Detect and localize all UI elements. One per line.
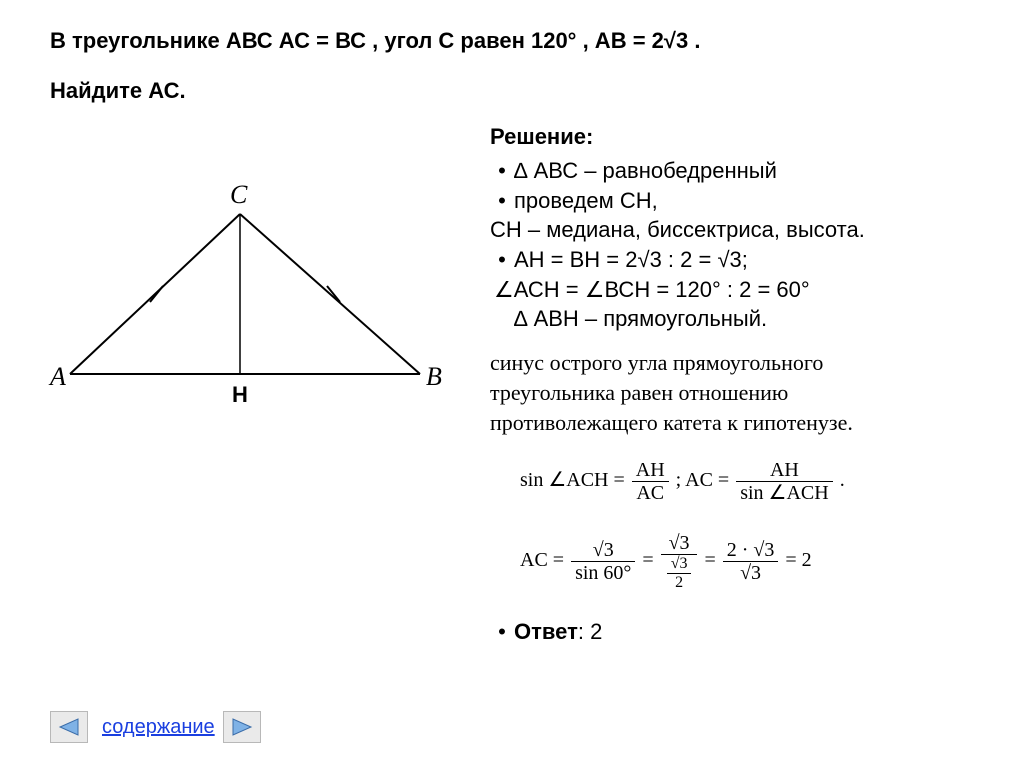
answer-label: Ответ bbox=[514, 619, 578, 644]
solution-line-ch: СН – медиана, биссектриса, высота. bbox=[490, 215, 974, 245]
formula2-eq2: = bbox=[704, 549, 715, 571]
solution-line-2: •проведем СН, bbox=[490, 186, 974, 216]
f2f3-num: 2 · √3 bbox=[723, 539, 779, 562]
arrow-right-icon bbox=[231, 717, 253, 737]
vertex-c-label: C bbox=[230, 180, 247, 210]
theorem-line-1: синус острого угла прямоугольного bbox=[490, 348, 974, 378]
formula2-eq3: = 2 bbox=[785, 549, 811, 571]
nested-frac: √3 2 bbox=[667, 555, 692, 591]
f2f1-num: √3 bbox=[571, 539, 635, 562]
find-line: Найдите АС. bbox=[50, 78, 974, 104]
theorem-text: синус острого угла прямоугольного треуго… bbox=[490, 348, 974, 437]
content-row: A B C Н Решение: •∆ АВС – равнобедренный… bbox=[50, 124, 974, 645]
f2f2-num: √3 bbox=[661, 532, 698, 555]
solution-text-1: ∆ АВС – равнобедренный bbox=[514, 158, 777, 183]
theorem-line-2: треугольника равен отношению bbox=[490, 378, 974, 408]
f2f1-den: sin 60° bbox=[571, 562, 635, 584]
f2f3-den: √3 bbox=[723, 562, 779, 584]
vertex-a-label: A bbox=[50, 362, 66, 392]
figure-column: A B C Н bbox=[50, 124, 480, 434]
solution-line-ah: •АН = ВН = 2√3 : 2 = √3; bbox=[490, 245, 974, 275]
frac1-num: AH bbox=[632, 459, 669, 482]
problem-statement: В треугольнике АВС АС = ВС , угол С раве… bbox=[50, 28, 974, 54]
frac2-den: sin ∠ACH bbox=[736, 482, 833, 504]
nested-num: √3 bbox=[667, 555, 692, 574]
formula1-frac1: AH AC bbox=[632, 459, 669, 504]
solution-column: Решение: •∆ АВС – равнобедренный •провед… bbox=[480, 124, 974, 645]
formula-1: sin ∠ACH = AH AC ; AC = AH sin ∠ACH . bbox=[490, 459, 974, 504]
solution-line-angles: ∠АСН = ∠ВСН = 120° : 2 = 60° bbox=[490, 275, 974, 305]
formula1-mid: ; AC = bbox=[676, 469, 730, 491]
formula1-period: . bbox=[840, 469, 845, 491]
solution-line-abh: ∆ АВН – прямоугольный. bbox=[490, 304, 974, 334]
vertex-b-label: B bbox=[426, 362, 442, 392]
footer-nav: содержание bbox=[50, 711, 267, 743]
formula-2: AC = √3 sin 60° = √3 √3 2 = 2 · √3 √3 bbox=[490, 532, 974, 591]
answer-value: : 2 bbox=[578, 619, 602, 644]
f2f2-den: √3 2 bbox=[661, 555, 698, 591]
formula1-left: sin ∠ACH = bbox=[520, 469, 625, 491]
formula2-frac1: √3 sin 60° bbox=[571, 539, 635, 584]
point-h-label: Н bbox=[232, 382, 248, 408]
triangle-figure: A B C Н bbox=[50, 174, 450, 434]
next-button[interactable] bbox=[223, 711, 261, 743]
prev-button[interactable] bbox=[50, 711, 88, 743]
answer-line: •Ответ: 2 bbox=[490, 619, 974, 645]
solution-line-1: •∆ АВС – равнобедренный bbox=[490, 156, 974, 186]
solution-text-ah: АН = ВН = 2√3 : 2 = √3; bbox=[514, 247, 748, 272]
triangle-svg bbox=[50, 174, 450, 414]
solution-text-2: проведем СН, bbox=[514, 188, 658, 213]
nested-den: 2 bbox=[667, 574, 692, 592]
formula2-eq1: = bbox=[642, 549, 653, 571]
arrow-left-icon bbox=[58, 717, 80, 737]
frac1-den: AC bbox=[632, 482, 669, 504]
solution-heading: Решение: bbox=[490, 124, 974, 150]
formula1-frac2: AH sin ∠ACH bbox=[736, 459, 833, 504]
toc-link[interactable]: содержание bbox=[102, 716, 215, 739]
theorem-line-3: противолежащего катета к гипотенузе. bbox=[490, 408, 974, 438]
formula2-frac2: √3 √3 2 bbox=[661, 532, 698, 591]
frac2-num: AH bbox=[736, 459, 833, 482]
formula2-frac3: 2 · √3 √3 bbox=[723, 539, 779, 584]
formula2-left: AC = bbox=[520, 549, 564, 571]
